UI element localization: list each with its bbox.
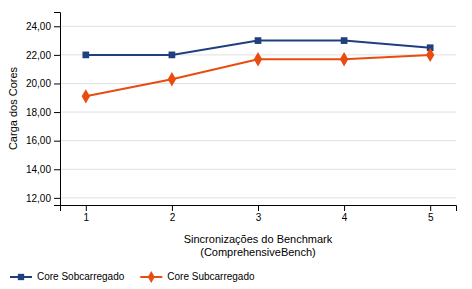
- point-marker: [255, 37, 262, 44]
- legend-marker: [148, 271, 155, 283]
- y-axis-tick: 18,00: [26, 107, 60, 118]
- y-axis-tick-mark: [54, 169, 60, 170]
- x-axis-line: [61, 206, 457, 212]
- x-axis-tick-mark: [344, 205, 345, 211]
- y-axis-tick-mark: [54, 141, 60, 142]
- y-axis-line: [54, 13, 61, 206]
- y-axis-tick: 12,00: [26, 193, 60, 204]
- y-axis-tick: 14,00: [26, 164, 60, 175]
- grid-line: [60, 83, 456, 84]
- marks: [82, 37, 435, 103]
- legend: Core Sobcarregado Core Subcarregado: [10, 271, 255, 283]
- x-axis-tick-mark: [430, 205, 431, 211]
- point-marker: [341, 37, 348, 44]
- x-axis-tick: 5: [428, 205, 434, 223]
- x-axis: 1 2 3 4 5: [61, 205, 457, 223]
- point-marker: [169, 52, 176, 59]
- x-axis-tick: 3: [256, 205, 262, 223]
- y-axis-tick-mark: [54, 198, 60, 199]
- grid-line: [60, 169, 456, 170]
- y-axis-tick-label: 18,00: [26, 107, 51, 118]
- x-axis-tick: 4: [342, 205, 348, 223]
- y-axis: 12,00 14,00 16,00 18,00 20,00 22,00 24,00: [26, 13, 61, 206]
- y-axis-tick-label: 12,00: [26, 193, 51, 204]
- point-marker: [426, 48, 434, 62]
- x-axis-tick-label: 1: [84, 212, 90, 223]
- y-axis-tick-label: 24,00: [26, 21, 51, 32]
- y-axis-tick-mark: [54, 26, 60, 27]
- y-axis-tick: 20,00: [26, 78, 60, 89]
- y-axis-tick-mark: [54, 55, 60, 56]
- y-axis-tick: 24,00: [26, 21, 60, 32]
- x-axis-tick-label: 5: [428, 212, 434, 223]
- legend-label: Core Subcarregado: [167, 271, 255, 282]
- grid-line: [60, 140, 456, 141]
- chart: 1 2 3 4 5 12,00 14,00 16,00 18,00 20,00 22,00 24,00…: [0, 0, 472, 289]
- y-axis-tick: 16,00: [26, 135, 60, 146]
- legend-marker: [18, 274, 24, 280]
- x-axis-tick-label: 4: [342, 212, 348, 223]
- point-marker: [168, 72, 176, 86]
- y-axis-tick-label: 20,00: [26, 78, 51, 89]
- x-axis-tick: 1: [84, 205, 90, 223]
- grid-line: [60, 112, 456, 113]
- x-axis-tick-label: 3: [256, 212, 262, 223]
- plot: 1 2 3 4 5 12,00 14,00 16,00 18,00 20,00 22,00 24,00: [26, 13, 457, 224]
- grid-line: [60, 197, 456, 198]
- x-axis-title: Sincronizações do Benchmark: [184, 233, 333, 245]
- legend-label: Core Sobcarregado: [37, 271, 125, 282]
- point-marker: [254, 52, 262, 66]
- grid-line: [60, 26, 456, 27]
- x-axis-tick-mark: [258, 205, 259, 211]
- y-axis-tick-label: 14,00: [26, 164, 51, 175]
- y-axis-tick: 22,00: [26, 50, 60, 61]
- x-axis-tick-label: 2: [170, 212, 176, 223]
- y-axis-tick-mark: [54, 83, 60, 84]
- point-marker: [82, 52, 89, 59]
- grid: [60, 26, 456, 198]
- y-axis-tick-label: 22,00: [26, 50, 51, 61]
- x-axis-title: (ComprehensiveBench): [200, 246, 316, 258]
- legend-item: Core Sobcarregado: [10, 271, 125, 282]
- x-axis-tick-mark: [86, 205, 87, 211]
- y-axis-tick-label: 16,00: [26, 135, 51, 146]
- point-marker: [82, 89, 90, 103]
- legend-item: Core Subcarregado: [140, 271, 255, 283]
- x-axis-tick: 2: [170, 205, 176, 223]
- point-marker: [340, 52, 348, 66]
- y-axis-tick-mark: [54, 112, 60, 113]
- y-axis-title: Carga dos Cores: [7, 66, 19, 150]
- x-axis-tick-mark: [172, 205, 173, 211]
